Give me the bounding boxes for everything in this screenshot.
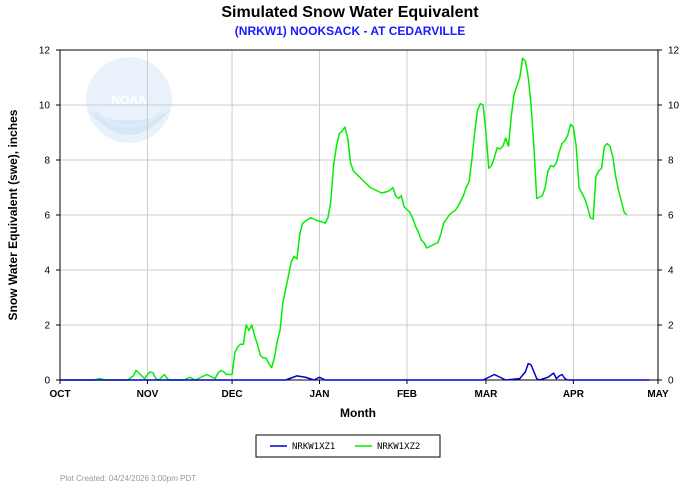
x-tick-label-nov: NOV <box>137 389 159 400</box>
x-tick-label-apr: APR <box>563 389 585 400</box>
series-line-nrkw1xz1 <box>60 362 650 381</box>
legend-label-nrkw1xz1: NRKW1XZ1 <box>292 442 335 452</box>
x-tick-label-jan: JAN <box>310 389 330 400</box>
y-tick-label-left: 0 <box>44 376 50 387</box>
y-tick-label-right: 6 <box>668 211 674 222</box>
noaa-logo: NOAA <box>86 57 172 143</box>
y-tick-label-left: 12 <box>39 46 51 57</box>
y-tick-label-left: 4 <box>44 266 50 277</box>
y-axis-label: Snow Water Equivalent (swe), inches <box>6 109 20 320</box>
x-tick-label-feb: FEB <box>397 389 417 400</box>
y-tick-label-left: 2 <box>44 321 50 332</box>
y-tick-label-right: 8 <box>668 156 674 167</box>
x-tick-label-dec: DEC <box>222 389 243 400</box>
y-tick-label-left: 6 <box>44 211 50 222</box>
y-tick-label-right: 10 <box>668 101 680 112</box>
chart-subtitle: (NRKW1) NOOKSACK - AT CEDARVILLE <box>235 24 465 38</box>
x-axis-label: Month <box>340 406 376 420</box>
x-tick-label-may: MAY <box>647 389 669 400</box>
legend-box <box>255 434 441 458</box>
legend-label-nrkw1xz2: NRKW1XZ2 <box>377 442 420 452</box>
x-tick-label-oct: OCT <box>49 389 70 400</box>
y-tick-label-right: 4 <box>668 266 674 277</box>
y-tick-label-right: 0 <box>668 376 674 387</box>
y-tick-label-right: 12 <box>668 46 680 57</box>
y-tick-label-right: 2 <box>668 321 674 332</box>
y-axis-right: 0 2 4 6 8 10 12 <box>658 46 680 387</box>
y-tick-label-left: 8 <box>44 156 50 167</box>
grid-lines <box>60 50 658 380</box>
y-tick-label-left: 10 <box>39 101 51 112</box>
noaa-logo-text: NOAA <box>111 93 147 107</box>
x-tick-label-mar: MAR <box>475 389 499 400</box>
y-axis-left: 0 2 4 6 8 10 12 <box>39 46 60 387</box>
series-line-nrkw1xz2 <box>60 57 628 381</box>
series-layer <box>60 57 650 381</box>
x-axis: OCT NOV DEC JAN FEB MAR APR MAY <box>49 380 669 400</box>
plot-created-footer: Plot Created: 04/24/2026 3:00pm PDT <box>60 474 196 483</box>
chart-title: Simulated Snow Water Equivalent <box>221 4 479 21</box>
legend: NRKW1XZ1 NRKW1XZ2 <box>255 434 441 458</box>
